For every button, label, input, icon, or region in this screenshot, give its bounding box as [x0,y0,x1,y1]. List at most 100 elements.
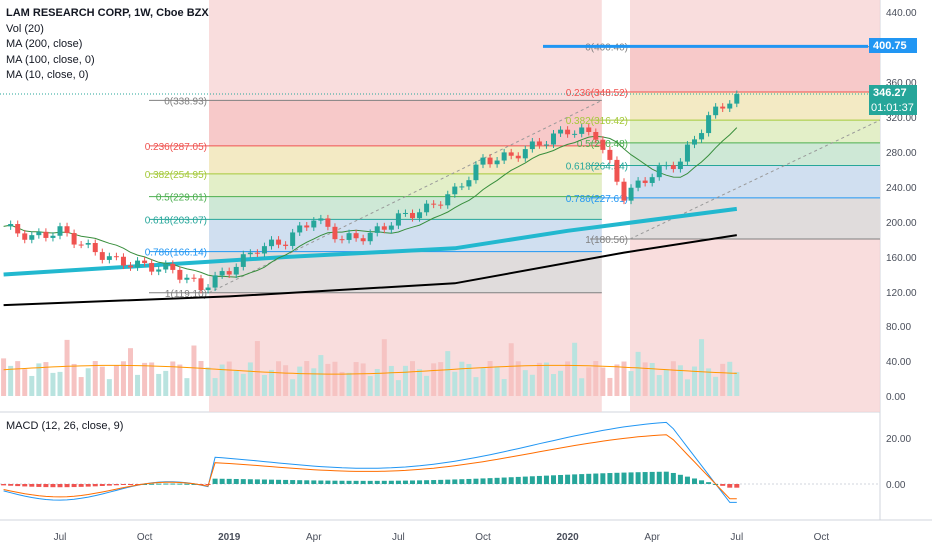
fib1-level-label: 0(338.93) [164,96,207,107]
macd-histogram-bar [501,477,507,484]
volume-bar [699,339,705,396]
volume-bar [226,361,232,396]
candle-body [36,231,42,236]
fib1-zone [209,100,602,146]
volume-bar [191,345,197,396]
macd-histogram-bar [297,480,303,484]
volume-bar [198,361,204,396]
volume-bar [360,363,366,396]
legend-macd[interactable]: MACD (12, 26, close, 9) [6,420,124,432]
candle-body [22,233,28,240]
candle-body [163,263,169,270]
macd-histogram-bar [276,479,282,484]
volume-bar [304,361,310,396]
candle-body [254,252,260,254]
volume-bar [36,363,42,396]
volume-bar [71,363,77,396]
volume-bar [205,367,211,396]
volume-bar [142,362,148,396]
candles-layer [8,90,740,294]
macd-histogram-bar [353,480,359,484]
volume-bar [466,364,472,396]
volume-bar [501,379,507,396]
chart-title[interactable]: LAM RESEARCH CORP, 1W, Cboe BZX [6,7,209,19]
candle-body [558,129,564,134]
fib1-level-label: 0.382(254.95) [145,170,207,181]
candle-body [135,260,141,268]
volume-bar [529,374,535,396]
volume-bar [551,374,556,396]
macd-histogram-bar [184,483,190,485]
volume-bar [120,361,126,396]
candle-body [459,186,465,188]
candle-body [219,271,225,276]
volume-bar [212,378,218,396]
macd-histogram-bar [480,478,486,484]
chart-legend: LAM RESEARCH CORP, 1W, Cboe BZX Vol (20)… [6,6,209,84]
volume-axis-tick-label: 80.00 [886,322,911,333]
volume-bar [78,377,84,396]
volume-bar [431,363,437,396]
macd-histogram-bar [240,479,246,484]
volume-bar [318,355,324,396]
macd-histogram-bar [635,472,641,484]
last-price-badge: 346.27 [873,87,907,99]
candle-body [649,177,655,183]
volume-bar [656,375,662,396]
volume-bar [325,363,331,396]
macd-histogram-bar [57,484,63,488]
candle-body [374,226,380,233]
macd-histogram-bar [551,475,556,484]
candle-body [128,265,133,268]
volume-bar [254,341,260,396]
macd-histogram-bar [410,480,415,484]
macd-histogram-bar [522,476,528,484]
legend-ma10[interactable]: MA (10, close, 0) [6,69,89,81]
axes-layer: 440.00400.00360.00320.00280.00240.00200.… [54,8,917,543]
candle-body [15,224,21,234]
macd-histogram-bar [487,478,493,484]
macd-histogram-bar [720,484,726,486]
volume-bar [522,370,528,396]
candle-body [402,212,408,214]
candle-body [424,203,430,213]
countdown-badge: 01:01:37 [871,102,914,114]
candle-body [586,127,592,132]
volume-bar [219,364,225,396]
volume-bar [184,378,190,396]
moving-average-line [3,234,737,307]
candle-body [395,213,401,226]
volume-bar [515,361,521,396]
candle-body [445,194,451,206]
macd-histogram-bar [649,471,655,484]
candle-body [417,212,423,219]
macd-histogram-bar [572,474,578,484]
legend-ma100[interactable]: MA (100, close, 0) [6,53,95,66]
volume-bar [727,361,733,396]
fib1-level-label: 0.786(166.14) [145,248,207,259]
time-axis-tick-label: 2020 [556,532,579,543]
macd-histogram-bar [64,484,70,488]
macd-line [3,421,737,503]
volume-bar [508,343,514,396]
time-axis-tick-label: Jul [54,532,67,543]
candle-body [92,243,98,253]
volume-layer [1,339,740,396]
macd-histogram-bar [494,477,500,484]
legend-vol[interactable]: Vol (20) [6,22,44,35]
legend-ma200[interactable]: MA (200, close) [6,38,83,50]
volume-bar [684,379,690,396]
macd-histogram-bar [269,479,274,484]
volume-bar [29,375,35,396]
candle-body [642,180,648,183]
volume-bar [642,362,648,396]
volume-bar [649,362,655,396]
candle-body [600,139,606,150]
fib2-level-label: 0.236(348.52) [566,88,628,99]
fib1-zone [209,196,602,220]
price-axis-tick-label: 280.00 [886,148,917,159]
price-badges-layer: 400.75 346.27 01:01:37 [869,38,917,115]
candle-body [50,235,56,238]
macd-histogram-bar [99,484,105,486]
